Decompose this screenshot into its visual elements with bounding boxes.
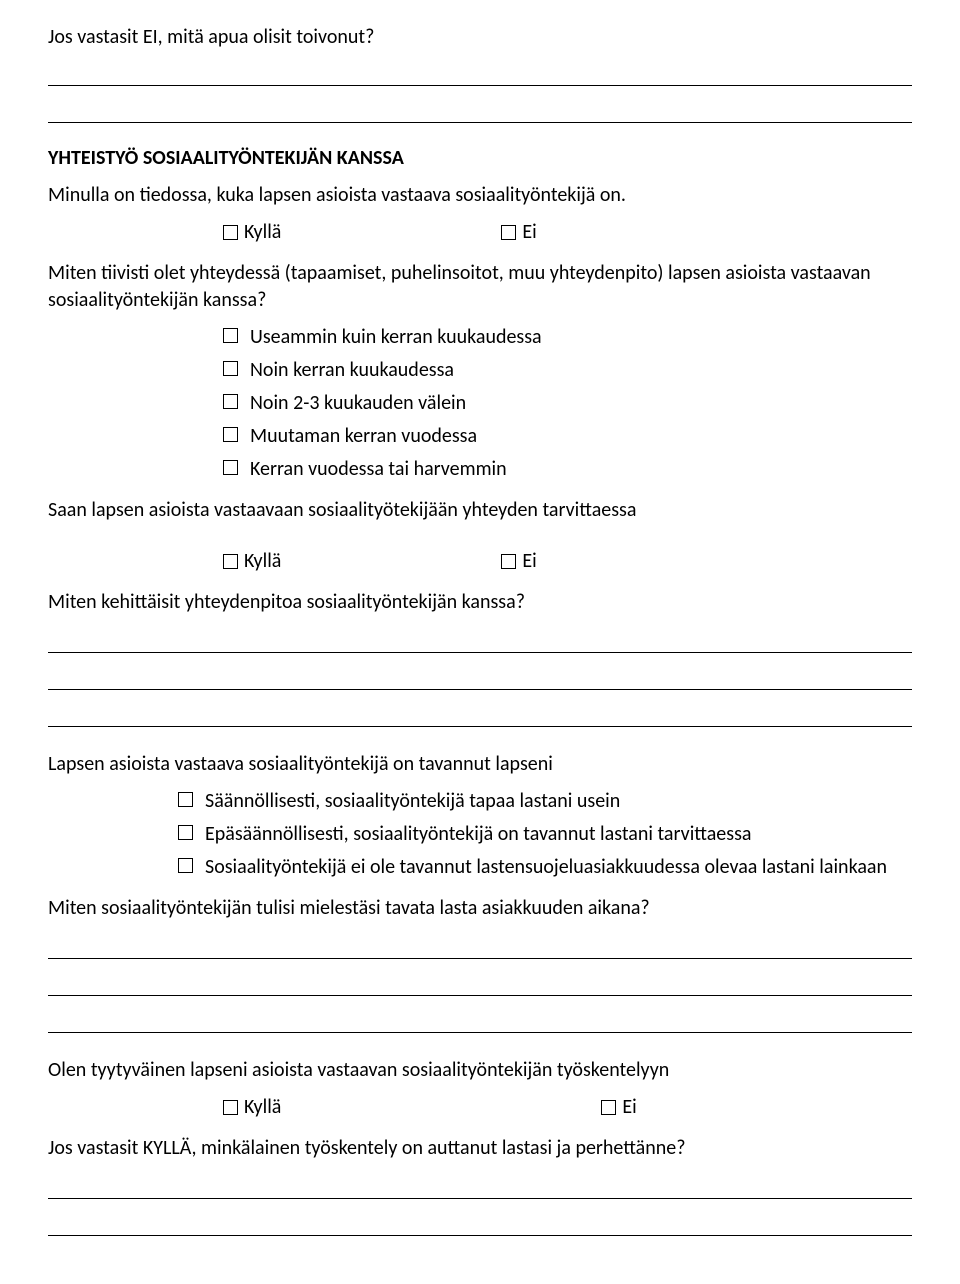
writelines-q1 bbox=[48, 59, 912, 123]
question-meeting-opinion: Miten sosiaalityöntekijän tulisi mielest… bbox=[48, 895, 912, 922]
option-no[interactable]: Ei bbox=[601, 1094, 636, 1121]
checkbox-icon bbox=[178, 825, 193, 840]
writelines-q9 bbox=[48, 1172, 912, 1236]
checkbox-icon bbox=[223, 394, 238, 409]
write-line[interactable] bbox=[48, 969, 912, 996]
option-meet-3[interactable]: Sosiaalityöntekijä ei ole tavannut laste… bbox=[178, 854, 912, 881]
frequency-options: Useammin kuin kerran kuukaudessa Noin ke… bbox=[223, 324, 912, 483]
option-freq-1[interactable]: Useammin kuin kerran kuukaudessa bbox=[223, 324, 912, 351]
option-meet-1[interactable]: Säännöllisesti, sosiaalityöntekijä tapaa… bbox=[178, 788, 912, 815]
option-freq-2[interactable]: Noin kerran kuukaudessa bbox=[223, 357, 912, 384]
question-improve-contact: Miten kehittäisit yhteydenpitoa sosiaali… bbox=[48, 589, 912, 616]
option-no[interactable]: Ei bbox=[501, 548, 536, 575]
write-line[interactable] bbox=[48, 1006, 912, 1033]
checkbox-icon bbox=[601, 1100, 616, 1115]
document-page: Jos vastasit EI, mitä apua olisit toivon… bbox=[0, 0, 960, 1284]
option-no[interactable]: Ei bbox=[501, 219, 536, 246]
write-line[interactable] bbox=[48, 96, 912, 123]
option-yes[interactable]: Kyllä bbox=[223, 219, 281, 246]
write-line[interactable] bbox=[48, 59, 912, 86]
question-worker-met-child: Lapsen asioista vastaava sosiaalityöntek… bbox=[48, 751, 912, 778]
checkbox-icon bbox=[501, 554, 516, 569]
writelines-q7 bbox=[48, 932, 912, 1033]
option-label: Kyllä bbox=[244, 1094, 281, 1121]
yesno-row-q8: Kyllä Ei bbox=[223, 1094, 912, 1121]
write-line[interactable] bbox=[48, 700, 912, 727]
option-label: Sosiaalityöntekijä ei ole tavannut laste… bbox=[205, 854, 887, 881]
option-label: Ei bbox=[522, 219, 536, 246]
checkbox-icon bbox=[223, 427, 238, 442]
section-title: YHTEISTYÖ SOSIAALITYÖNTEKIJÄN KANSSA bbox=[48, 145, 912, 172]
option-label: Useammin kuin kerran kuukaudessa bbox=[250, 324, 542, 351]
option-label: Kyllä bbox=[244, 219, 281, 246]
option-yes[interactable]: Kyllä bbox=[223, 1094, 281, 1121]
checkbox-icon bbox=[178, 858, 193, 873]
writelines-q5 bbox=[48, 626, 912, 727]
yesno-row-q4: Kyllä Ei bbox=[223, 548, 912, 575]
question-contact-frequency: Miten tiivisti olet yhteydessä (tapaamis… bbox=[48, 260, 912, 314]
question-know-worker: Minulla on tiedossa, kuka lapsen asioist… bbox=[48, 182, 912, 209]
write-line[interactable] bbox=[48, 1209, 912, 1236]
option-freq-3[interactable]: Noin 2-3 kuukauden välein bbox=[223, 390, 912, 417]
checkbox-icon bbox=[223, 328, 238, 343]
option-yes[interactable]: Kyllä bbox=[223, 548, 281, 575]
question-help-wanted: Jos vastasit EI, mitä apua olisit toivon… bbox=[48, 24, 912, 51]
question-reach-worker: Saan lapsen asioista vastaavaan sosiaali… bbox=[48, 497, 912, 524]
option-meet-2[interactable]: Epäsäännöllisesti, sosiaalityöntekijä on… bbox=[178, 821, 912, 848]
checkbox-icon bbox=[501, 225, 516, 240]
meeting-options: Säännöllisesti, sosiaalityöntekijä tapaa… bbox=[178, 788, 912, 881]
checkbox-icon bbox=[223, 554, 238, 569]
checkbox-icon bbox=[223, 460, 238, 475]
write-line[interactable] bbox=[48, 626, 912, 653]
option-label: Ei bbox=[522, 548, 536, 575]
option-label: Kerran vuodessa tai harvemmin bbox=[250, 456, 507, 483]
option-label: Ei bbox=[622, 1094, 636, 1121]
option-label: Säännöllisesti, sosiaalityöntekijä tapaa… bbox=[205, 788, 620, 815]
option-label: Noin 2-3 kuukauden välein bbox=[250, 390, 466, 417]
option-label: Epäsäännöllisesti, sosiaalityöntekijä on… bbox=[205, 821, 751, 848]
write-line[interactable] bbox=[48, 932, 912, 959]
option-label: Noin kerran kuukaudessa bbox=[250, 357, 454, 384]
option-freq-5[interactable]: Kerran vuodessa tai harvemmin bbox=[223, 456, 912, 483]
checkbox-icon bbox=[223, 225, 238, 240]
option-freq-4[interactable]: Muutaman kerran vuodessa bbox=[223, 423, 912, 450]
checkbox-icon bbox=[223, 361, 238, 376]
question-what-helped: Jos vastasit KYLLÄ, minkälainen työskent… bbox=[48, 1135, 912, 1162]
write-line[interactable] bbox=[48, 1172, 912, 1199]
yesno-row-q2: Kyllä Ei bbox=[223, 219, 912, 246]
checkbox-icon bbox=[178, 792, 193, 807]
write-line[interactable] bbox=[48, 663, 912, 690]
question-satisfied: Olen tyytyväinen lapseni asioista vastaa… bbox=[48, 1057, 912, 1084]
checkbox-icon bbox=[223, 1100, 238, 1115]
option-label: Muutaman kerran vuodessa bbox=[250, 423, 477, 450]
option-label: Kyllä bbox=[244, 548, 281, 575]
